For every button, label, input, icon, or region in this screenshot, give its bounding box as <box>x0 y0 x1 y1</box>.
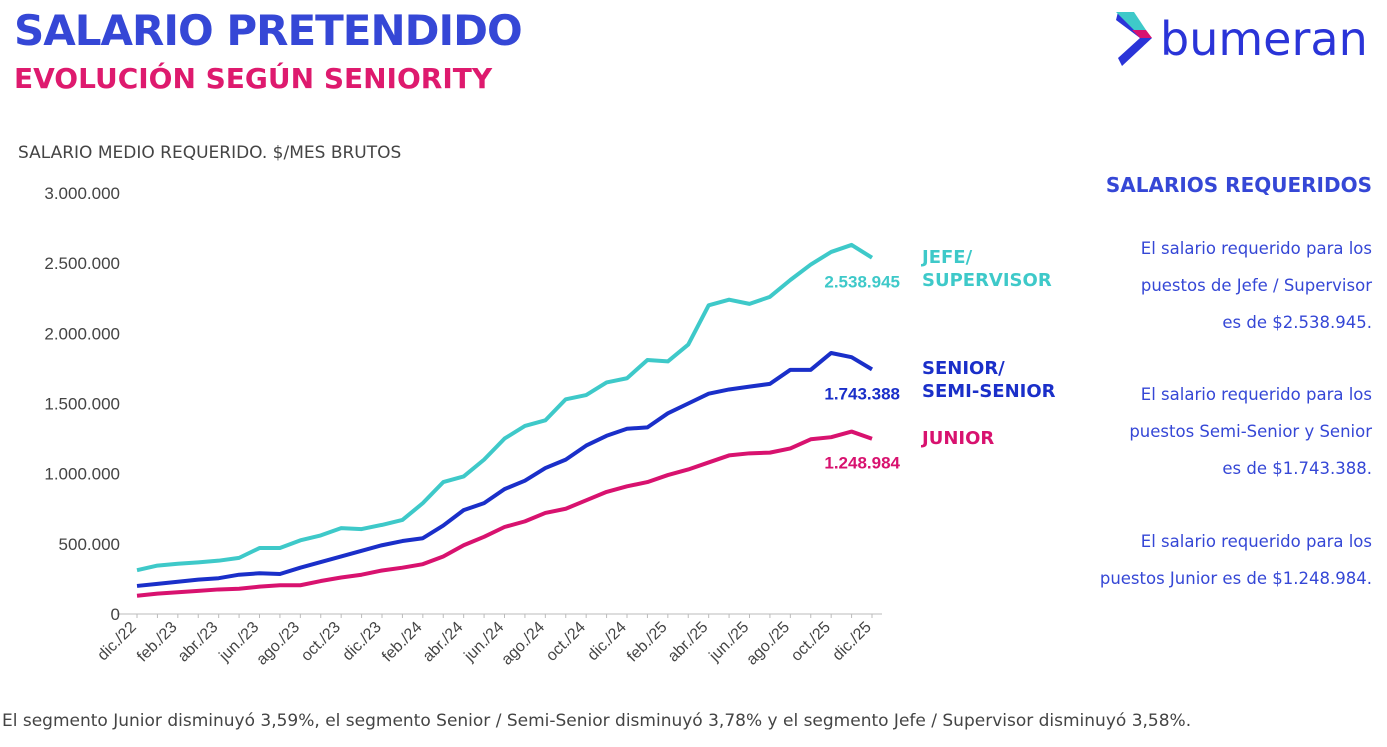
side-text: es de $1.743.388. <box>1222 459 1372 478</box>
side-text: es de $2.538.945. <box>1222 313 1372 332</box>
x-tick-label: abr./23 <box>175 619 222 666</box>
series-label: JEFE/ SUPERVISOR <box>922 246 1052 291</box>
y-tick-label: 2.500.000 <box>44 254 120 273</box>
x-tick-label: dic./23 <box>339 619 384 664</box>
series-line <box>136 429 873 598</box>
x-tick-label: ago./25 <box>743 619 793 669</box>
logo-icon <box>1116 12 1152 66</box>
logo-text: bumeran <box>1160 12 1368 66</box>
x-tick-label: feb./24 <box>379 619 426 666</box>
axis-title: SALARIO MEDIO REQUERIDO. $/MES BRUTOS <box>18 143 402 163</box>
side-text: El salario requerido para los <box>1140 532 1372 551</box>
side-text: El salario requerido para los <box>1140 239 1372 258</box>
side-title: SALARIOS REQUERIDOS <box>1105 173 1372 197</box>
y-tick-label: 2.000.000 <box>44 324 120 343</box>
footer: El segmento Junior disminuyó 3,59%, el s… <box>2 711 1192 731</box>
x-tick-label: feb./23 <box>134 619 181 666</box>
side-text: El salario requerido para los <box>1140 385 1372 404</box>
x-tick-label: oct./24 <box>543 619 589 665</box>
value-label: 2.538.945 <box>824 273 900 292</box>
x-tick-label: abr./25 <box>665 619 712 666</box>
series-line <box>136 242 874 573</box>
x-tick-label: abr./24 <box>420 619 467 666</box>
x-tick-label: oct./25 <box>788 619 834 665</box>
series-label: JUNIOR <box>922 427 995 449</box>
x-tick-label: ago./23 <box>253 619 303 669</box>
title: SALARIO PRETENDIDO <box>14 6 523 55</box>
side-text: puestos de Jefe / Supervisor <box>1140 276 1372 295</box>
x-tick-label: dic./24 <box>584 619 629 664</box>
x-tick-label: ago./24 <box>498 619 548 669</box>
y-tick-label: 1.000.000 <box>44 465 120 484</box>
value-label: 1.743.388 <box>824 384 900 403</box>
subtitle: EVOLUCIÓN SEGÚN SENIORITY <box>14 62 493 95</box>
y-tick-label: 500.000 <box>59 535 120 554</box>
y-tick-label: 3.000.000 <box>44 184 120 203</box>
x-tick-label: dic./25 <box>829 619 874 664</box>
series-line <box>136 350 874 588</box>
x-tick-label: oct./23 <box>298 619 344 665</box>
y-tick-label: 0 <box>111 605 120 624</box>
y-tick-label: 1.500.000 <box>44 395 120 414</box>
x-tick-label: dic./22 <box>94 619 139 664</box>
side-text: puestos Semi-Senior y Senior <box>1129 422 1372 441</box>
side-text: puestos Junior es de $1.248.984. <box>1099 569 1372 588</box>
x-tick-label: feb./25 <box>624 619 671 666</box>
value-label: 1.248.984 <box>824 454 900 473</box>
series-label: SENIOR/ SEMI-SENIOR <box>922 358 1056 403</box>
